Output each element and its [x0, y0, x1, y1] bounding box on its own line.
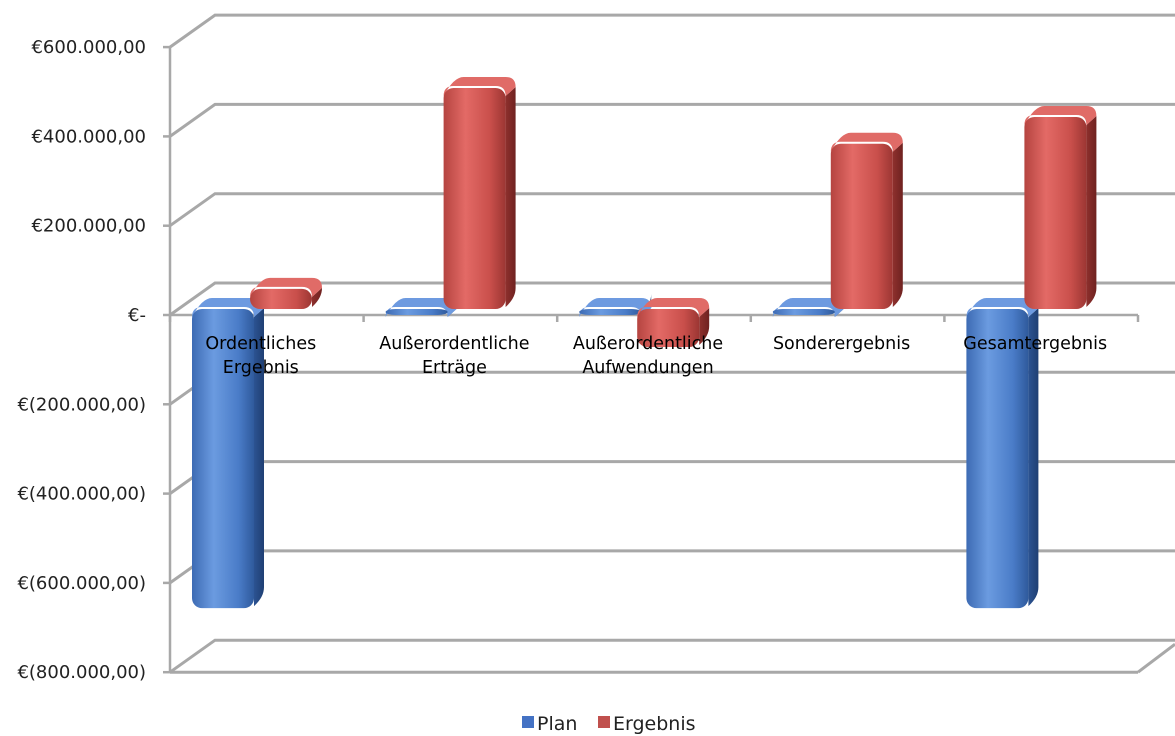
bar-front	[772, 309, 835, 315]
x-tick-label: Gesamtergebnis	[963, 334, 1107, 354]
bar-top	[830, 132, 903, 152]
y-axis: €600.000,00 €400.000,00 €200.000,00 €- €(200…	[17, 37, 1140, 683]
y-tick-label: €200.000,00	[31, 216, 146, 237]
y-tick-label: €-	[128, 305, 146, 326]
legend-label-ergebnis: Ergebnis	[613, 713, 696, 735]
bar-ergebnis-1	[443, 76, 516, 309]
x-tick-label: Ordentliches	[205, 334, 316, 354]
floor-side-edge	[1137, 643, 1175, 674]
bar-plan-1	[385, 294, 458, 317]
bar-top	[385, 298, 458, 317]
y-tick-label: €(200.000,00)	[17, 394, 146, 415]
bar-front	[830, 143, 893, 309]
x-tick-label: Aufwendungen	[582, 358, 713, 378]
bar-ergebnis-3	[830, 132, 903, 309]
bar-front	[637, 309, 700, 347]
x-tick-label: Ergebnis	[223, 358, 299, 378]
x-tick-label: Außerordentliche	[573, 334, 723, 354]
x-tick-label: Sonderergebnis	[773, 334, 910, 354]
y-tick-label: €400.000,00	[31, 126, 146, 147]
gridline	[169, 13, 1175, 49]
legend-swatch-plan	[522, 716, 534, 728]
bar-top	[192, 298, 264, 317]
bar-top	[637, 298, 710, 317]
bar-plan-0	[192, 298, 264, 609]
bar-front	[443, 87, 506, 309]
bar-side	[1086, 116, 1097, 307]
bar-top	[772, 298, 845, 317]
bar-plan-3	[772, 294, 845, 317]
legend: Plan Ergebnis	[522, 713, 696, 735]
x-tick-label: Außerordentliche	[379, 334, 529, 354]
bar-front	[385, 309, 448, 315]
x-tick-label: Erträge	[422, 358, 487, 378]
bar-side	[699, 308, 710, 345]
bar-ergebnis-0	[250, 277, 322, 309]
legend-label-plan: Plan	[537, 713, 577, 735]
bar-side	[254, 308, 264, 607]
y-tick-label: €(800.000,00)	[17, 662, 146, 683]
bar-front	[579, 309, 642, 315]
bar-front	[1024, 117, 1087, 309]
bar-front	[192, 309, 254, 609]
y-tick-label: €(400.000,00)	[17, 484, 146, 505]
bars	[192, 76, 1097, 609]
bar-plan-4	[966, 298, 1039, 609]
x-axis-labels: Ordentliches Ergebnis Außerordentliche Ertr…	[205, 334, 1107, 378]
bar-side	[1028, 308, 1039, 607]
y-tick-label: €(600.000,00)	[17, 573, 146, 594]
bar-side	[312, 287, 322, 307]
y-tick-label: €600.000,00	[31, 37, 146, 58]
bar-side	[505, 86, 516, 307]
bar-top	[966, 298, 1039, 317]
bar-side	[892, 142, 903, 307]
bar-ergebnis-2	[637, 298, 710, 347]
gridline	[169, 638, 1175, 674]
gridline	[169, 192, 1175, 227]
gridline	[169, 102, 1175, 138]
legend-swatch-ergebnis	[598, 716, 610, 728]
bar-top	[579, 298, 652, 317]
bar-top	[1024, 106, 1097, 126]
bar-front	[966, 309, 1029, 609]
bar-top	[250, 277, 322, 297]
bar-ergebnis-4	[1024, 106, 1097, 309]
bar-top	[443, 76, 516, 96]
bar-front	[250, 288, 312, 309]
